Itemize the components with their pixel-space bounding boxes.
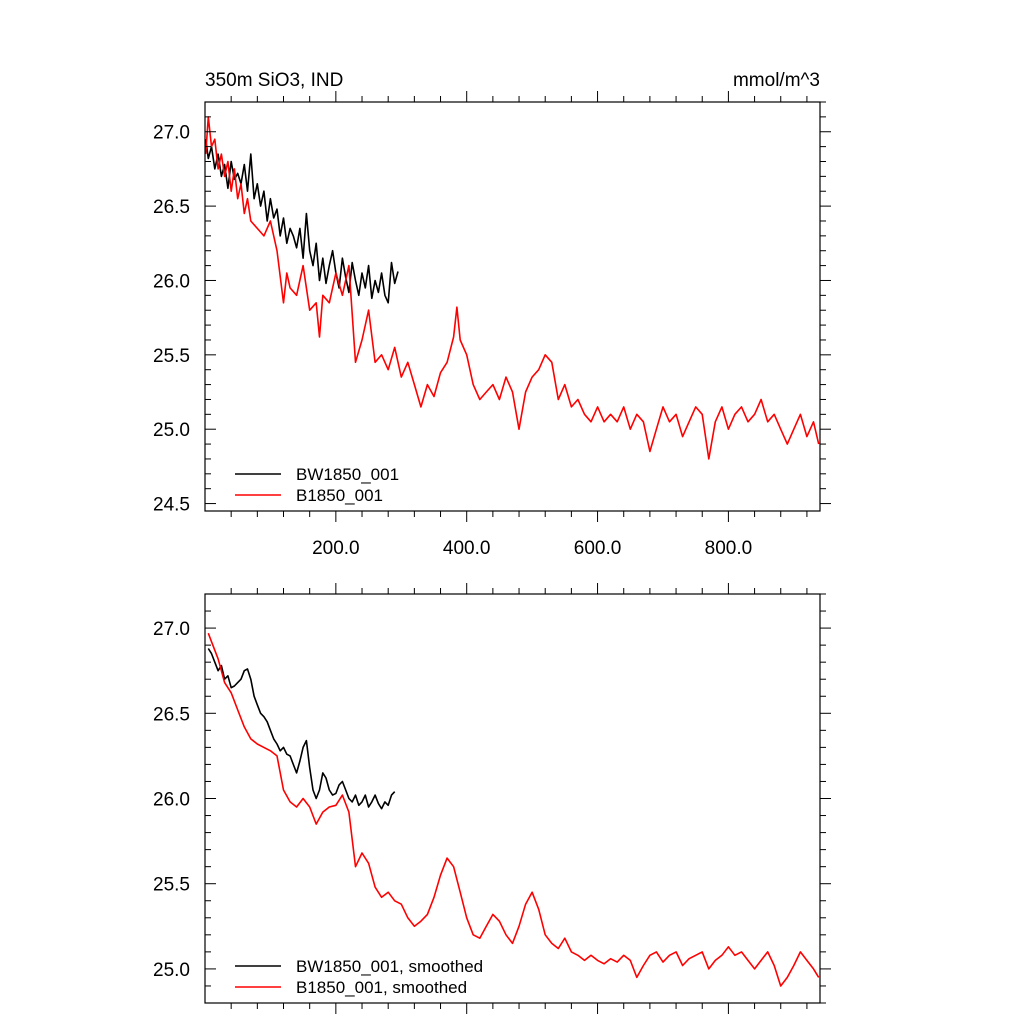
plot-frame <box>204 101 821 512</box>
x-tick-label: 800.0 <box>705 538 753 559</box>
y-tick-label: 25.0 <box>153 960 190 981</box>
series-line-b1850-001 <box>207 632 820 987</box>
y-tick-label: 26.0 <box>153 271 190 292</box>
y-tick-label: 25.5 <box>153 875 190 896</box>
x-tick-label: 600.0 <box>574 538 622 559</box>
chart-title: 350m SiO3, IND <box>205 70 343 91</box>
raw-panel: 200.0 400.0 600.0 800.0 24.5 25.0 25.5 26.0 26.5… <box>153 91 831 559</box>
y-tick-label: 26.0 <box>153 790 190 811</box>
y-tick-label: 27.0 <box>153 619 190 640</box>
y-tick-label: 26.5 <box>153 704 190 725</box>
y-tick-label: 25.5 <box>153 346 190 367</box>
legend-label: B1850_001, smoothed <box>296 978 467 997</box>
legend-label: BW1850_001, smoothed <box>296 957 483 976</box>
x-tick-label: 200.0 <box>312 538 360 559</box>
series-line-bw1850-001 <box>204 139 399 304</box>
series-line-bw1850-001 <box>207 648 396 810</box>
smoothed-panel: 25.0 25.5 26.0 26.5 27.0 BW1850_001, smoothed… <box>153 583 831 1014</box>
y-tick-label: 25.0 <box>153 420 190 441</box>
series-line-b1850-001 <box>204 116 820 460</box>
legend-label: B1850_001 <box>296 486 383 505</box>
y-tick-label: 26.5 <box>153 197 190 218</box>
legend-label: BW1850_001 <box>296 465 399 484</box>
y-tick-label: 27.0 <box>153 123 190 144</box>
x-tick-label: 400.0 <box>443 538 491 559</box>
units-label: mmol/m^3 <box>733 70 820 91</box>
y-tick-label: 24.5 <box>153 495 190 516</box>
